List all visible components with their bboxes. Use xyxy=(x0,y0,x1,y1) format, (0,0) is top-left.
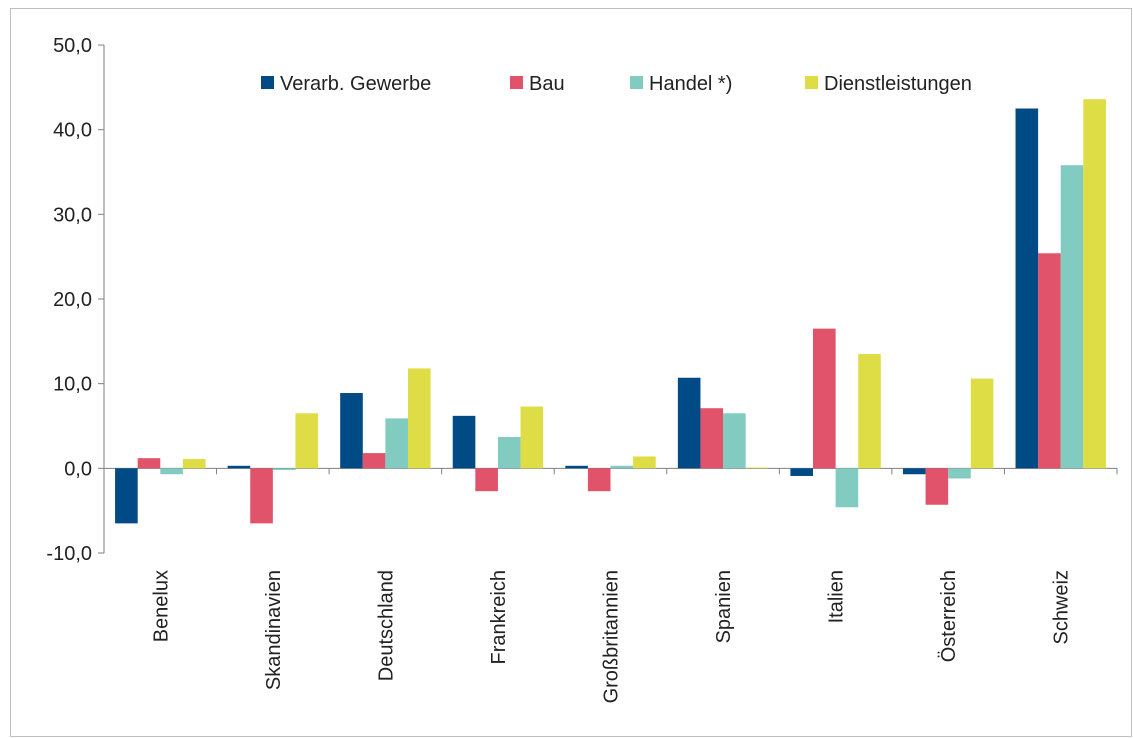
bar xyxy=(633,456,656,469)
bar xyxy=(902,468,926,475)
y-tick-label: 0,0 xyxy=(64,458,92,480)
legend-swatch xyxy=(510,76,523,89)
bar xyxy=(182,459,206,469)
bar xyxy=(475,468,498,492)
y-tick-label: 30,0 xyxy=(53,204,92,226)
bar xyxy=(385,418,408,469)
bar xyxy=(587,468,611,492)
bar xyxy=(452,415,476,469)
bar xyxy=(272,468,296,471)
legend: Verarb. Gewerbe Bau Handel *) Dienstleistun… xyxy=(261,73,972,95)
bar xyxy=(250,468,273,524)
legend-swatch xyxy=(805,76,818,89)
bar xyxy=(407,368,431,469)
bars xyxy=(115,99,1106,524)
legend-label: Handel *) xyxy=(649,73,732,95)
legend-swatch xyxy=(630,76,643,89)
legend-swatch xyxy=(261,76,274,89)
bar xyxy=(970,378,994,469)
bar xyxy=(723,413,746,469)
x-tick-label: Deutschland xyxy=(375,570,397,681)
bar xyxy=(565,465,588,469)
bar xyxy=(677,377,701,469)
legend-label: Dienstleistungen xyxy=(824,73,972,95)
bar xyxy=(700,408,724,469)
bar xyxy=(137,458,161,469)
bar xyxy=(745,467,769,469)
y-tick-label: 20,0 xyxy=(53,289,92,311)
bar xyxy=(925,468,949,505)
bar xyxy=(1015,108,1039,469)
bar xyxy=(295,413,319,469)
bar xyxy=(948,468,971,479)
legend-label: Bau xyxy=(529,73,565,95)
chart-frame xyxy=(10,8,1132,737)
bar xyxy=(340,392,363,469)
bar xyxy=(1060,165,1084,469)
bar xyxy=(520,406,544,469)
bar xyxy=(1038,253,1061,469)
bar xyxy=(858,354,881,469)
y-tick-label: 50,0 xyxy=(53,35,92,57)
bar xyxy=(362,453,386,469)
x-tick-label: Frankreich xyxy=(488,570,510,664)
bar xyxy=(497,437,521,469)
bar xyxy=(115,468,138,524)
x-tick-label: Schweiz xyxy=(1051,570,1073,644)
bar xyxy=(835,468,859,508)
x-tick-label: Italien xyxy=(826,570,848,623)
x-tick-label: Spanien xyxy=(713,570,735,643)
bar xyxy=(227,465,251,469)
bar xyxy=(610,465,634,469)
bar xyxy=(813,328,836,469)
y-axis: -10,0 0,0 10,0 20,0 30,0 40,0 50,0 xyxy=(46,35,105,565)
bar xyxy=(790,468,814,476)
y-tick-label: 40,0 xyxy=(53,120,92,142)
legend-label: Verarb. Gewerbe xyxy=(280,73,431,95)
x-tick-label: Österreich xyxy=(938,570,960,662)
x-tick-label: Skandinavien xyxy=(263,570,285,690)
y-tick-label: 10,0 xyxy=(53,374,92,396)
bar xyxy=(1083,99,1106,469)
x-tick-label: Benelux xyxy=(150,570,172,642)
bar xyxy=(160,468,183,475)
x-tick-label: Großbritannien xyxy=(601,570,623,703)
y-tick-label: -10,0 xyxy=(46,543,92,565)
